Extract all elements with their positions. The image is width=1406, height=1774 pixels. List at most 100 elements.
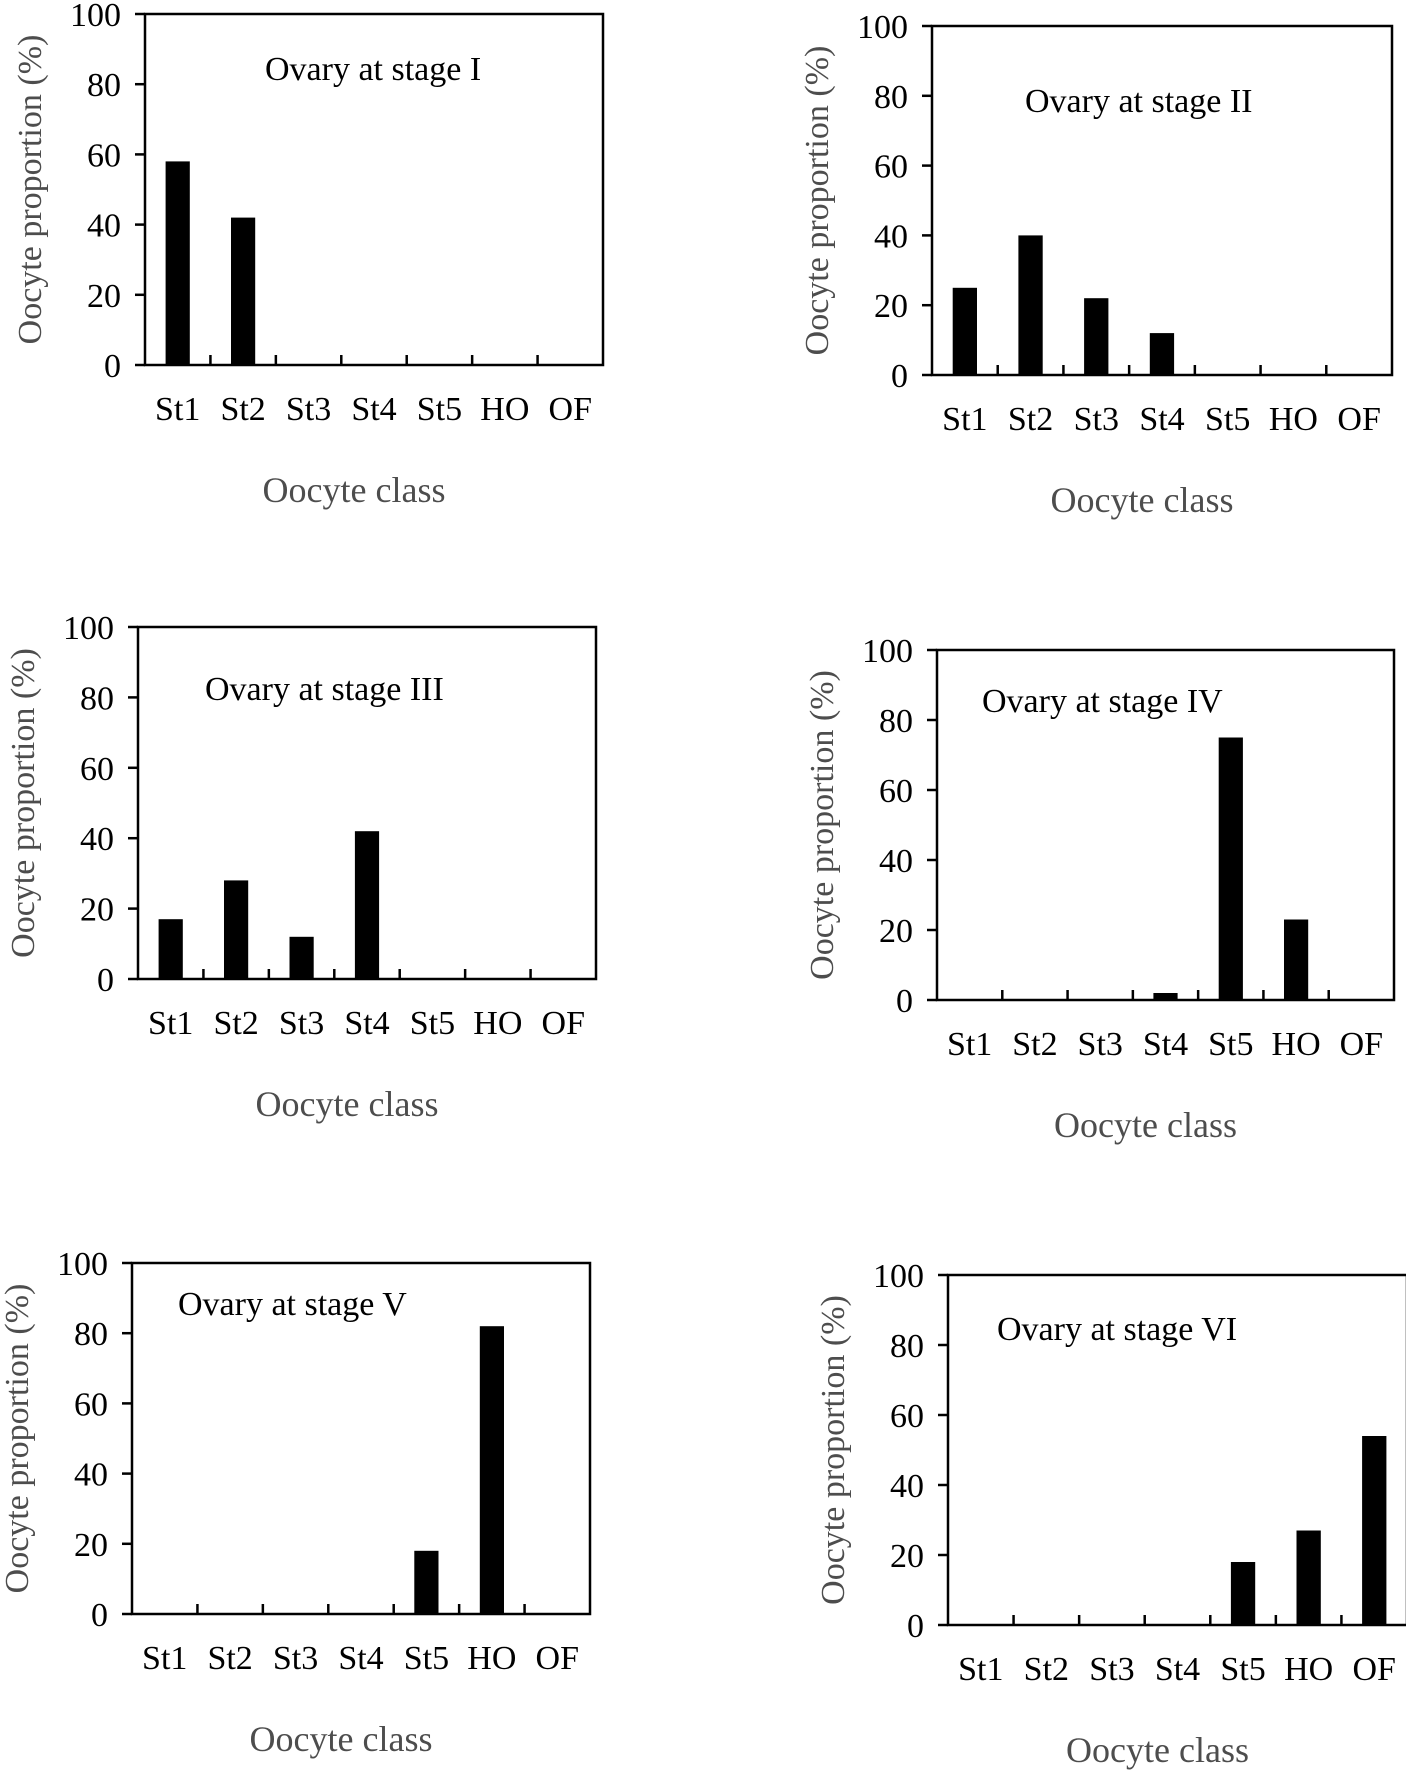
y-tick-label: 100 bbox=[70, 0, 121, 34]
y-axis-label: Oocyte proportion (%) bbox=[0, 1284, 36, 1594]
x-tick-label: St5 bbox=[417, 391, 462, 428]
x-tick-label: OF bbox=[1352, 1651, 1395, 1688]
y-tick-label: 100 bbox=[857, 9, 908, 46]
y-tick-label: 20 bbox=[890, 1538, 924, 1575]
plot-frame bbox=[136, 625, 598, 981]
bar-chart-panel: 0 20 40 60 80 100 St1 St2 St3 St4 St5 HO OF Oocyte cl… bbox=[5, 610, 598, 1124]
y-tick-label: 100 bbox=[63, 610, 114, 647]
x-tick-label: St5 bbox=[410, 1005, 455, 1042]
bar bbox=[1230, 1562, 1256, 1625]
x-tick-label: St5 bbox=[404, 1640, 449, 1677]
panel-title: Ovary at stage I bbox=[265, 51, 481, 88]
y-tick-label: 40 bbox=[879, 843, 913, 880]
panel-title: Ovary at stage III bbox=[205, 671, 444, 708]
x-tick-label: St4 bbox=[1143, 1026, 1188, 1063]
bar bbox=[1284, 919, 1309, 1000]
y-tick-label: 60 bbox=[874, 149, 908, 186]
x-tick-label: St1 bbox=[142, 1640, 187, 1677]
y-tick-label: 0 bbox=[104, 348, 121, 385]
y-tick-label: 20 bbox=[874, 288, 908, 325]
y-tick-label: 0 bbox=[91, 1597, 108, 1634]
x-tick-label: St2 bbox=[213, 1005, 258, 1042]
x-tick-label: HO bbox=[1272, 1026, 1321, 1063]
y-tick-label: 60 bbox=[80, 751, 114, 788]
y-tick-label: 20 bbox=[87, 278, 121, 315]
plot-frame bbox=[935, 648, 1396, 1002]
x-tick-label: St5 bbox=[1208, 1026, 1253, 1063]
y-tick-label: 40 bbox=[74, 1457, 108, 1494]
panel-title: Ovary at stage V bbox=[178, 1286, 407, 1323]
x-axis-label: Oocyte class bbox=[250, 1719, 433, 1759]
panel-title: Ovary at stage IV bbox=[982, 683, 1223, 720]
x-tick-label: HO bbox=[480, 391, 529, 428]
x-tick-label: St3 bbox=[273, 1640, 318, 1677]
bar bbox=[165, 161, 190, 365]
x-tick-label: St1 bbox=[155, 391, 200, 428]
bar-chart-panel: 0 20 40 60 80 100 St1 St2 St3 St4 St5 HO OF Oocyte cl… bbox=[804, 633, 1396, 1145]
x-tick-label: St2 bbox=[1012, 1026, 1057, 1063]
x-tick-label: OF bbox=[1337, 401, 1380, 438]
x-tick-label: HO bbox=[1269, 401, 1318, 438]
bar bbox=[414, 1550, 439, 1614]
x-axis-label: Oocyte class bbox=[263, 470, 446, 510]
bar bbox=[1296, 1530, 1321, 1625]
x-tick-label: St2 bbox=[220, 391, 265, 428]
y-tick-label: 20 bbox=[80, 892, 114, 929]
y-tick-label: 20 bbox=[879, 913, 913, 950]
y-tick-label: 20 bbox=[74, 1527, 108, 1564]
x-tick-label: OF bbox=[536, 1640, 579, 1677]
y-tick-label: 60 bbox=[879, 773, 913, 810]
y-tick-label: 40 bbox=[80, 821, 114, 858]
y-axis-label: Oocyte proportion (%) bbox=[804, 670, 841, 980]
x-tick-label: St4 bbox=[351, 391, 396, 428]
x-tick-label: St4 bbox=[1155, 1651, 1200, 1688]
y-tick-label: 0 bbox=[97, 962, 114, 999]
x-tick-label: St3 bbox=[286, 391, 331, 428]
x-tick-label: HO bbox=[467, 1640, 516, 1677]
x-tick-label: HO bbox=[1284, 1651, 1333, 1688]
y-tick-label: 60 bbox=[87, 137, 121, 174]
y-tick-label: 40 bbox=[87, 208, 121, 245]
y-tick-label: 80 bbox=[874, 79, 908, 116]
x-tick-label: St5 bbox=[1205, 401, 1250, 438]
plot-frame bbox=[946, 1273, 1406, 1627]
bar bbox=[1149, 333, 1175, 375]
bar bbox=[1362, 1436, 1387, 1625]
y-tick-label: 0 bbox=[891, 358, 908, 395]
x-tick-label: St1 bbox=[148, 1005, 193, 1042]
x-tick-label: St4 bbox=[338, 1640, 383, 1677]
panel-title: Ovary at stage II bbox=[1025, 83, 1253, 120]
x-tick-label: HO bbox=[473, 1005, 522, 1042]
bar-chart-panel: 0 20 40 60 80 100 St1 St2 St3 St4 St5 HO OF Oocyte cl… bbox=[12, 0, 605, 510]
x-tick-label: St1 bbox=[942, 401, 987, 438]
y-tick-label: 0 bbox=[896, 983, 913, 1020]
bar-chart-panel: 0 20 40 60 80 100 St1 St2 St3 St4 St5 HO OF Oocyte cl… bbox=[815, 1258, 1406, 1770]
y-tick-label: 80 bbox=[879, 703, 913, 740]
panel-title: Ovary at stage VI bbox=[997, 1311, 1237, 1348]
y-axis-label: Oocyte proportion (%) bbox=[5, 648, 42, 958]
y-tick-label: 100 bbox=[57, 1246, 108, 1283]
plot-frame bbox=[143, 12, 605, 367]
y-tick-label: 60 bbox=[74, 1386, 108, 1423]
bar bbox=[224, 880, 249, 979]
y-tick-label: 0 bbox=[907, 1608, 924, 1645]
bar bbox=[1018, 235, 1043, 375]
y-tick-label: 80 bbox=[80, 680, 114, 717]
x-tick-label: St4 bbox=[1139, 401, 1184, 438]
x-axis-label: Oocyte class bbox=[1054, 1105, 1237, 1145]
y-tick-label: 40 bbox=[890, 1468, 924, 1505]
x-tick-label: OF bbox=[1340, 1026, 1383, 1063]
x-tick-label: St4 bbox=[344, 1005, 389, 1042]
y-axis-label: Oocyte proportion (%) bbox=[799, 46, 836, 356]
y-tick-label: 80 bbox=[87, 67, 121, 104]
x-tick-label: St3 bbox=[1078, 1026, 1123, 1063]
x-axis-label: Oocyte class bbox=[1066, 1730, 1249, 1770]
bar bbox=[289, 936, 314, 979]
y-axis-label: Oocyte proportion (%) bbox=[815, 1295, 852, 1605]
y-tick-label: 60 bbox=[890, 1398, 924, 1435]
bar bbox=[1084, 298, 1109, 375]
bar bbox=[479, 1326, 504, 1614]
x-tick-label: St1 bbox=[947, 1026, 992, 1063]
x-tick-label: St5 bbox=[1220, 1651, 1265, 1688]
x-tick-label: St3 bbox=[279, 1005, 324, 1042]
